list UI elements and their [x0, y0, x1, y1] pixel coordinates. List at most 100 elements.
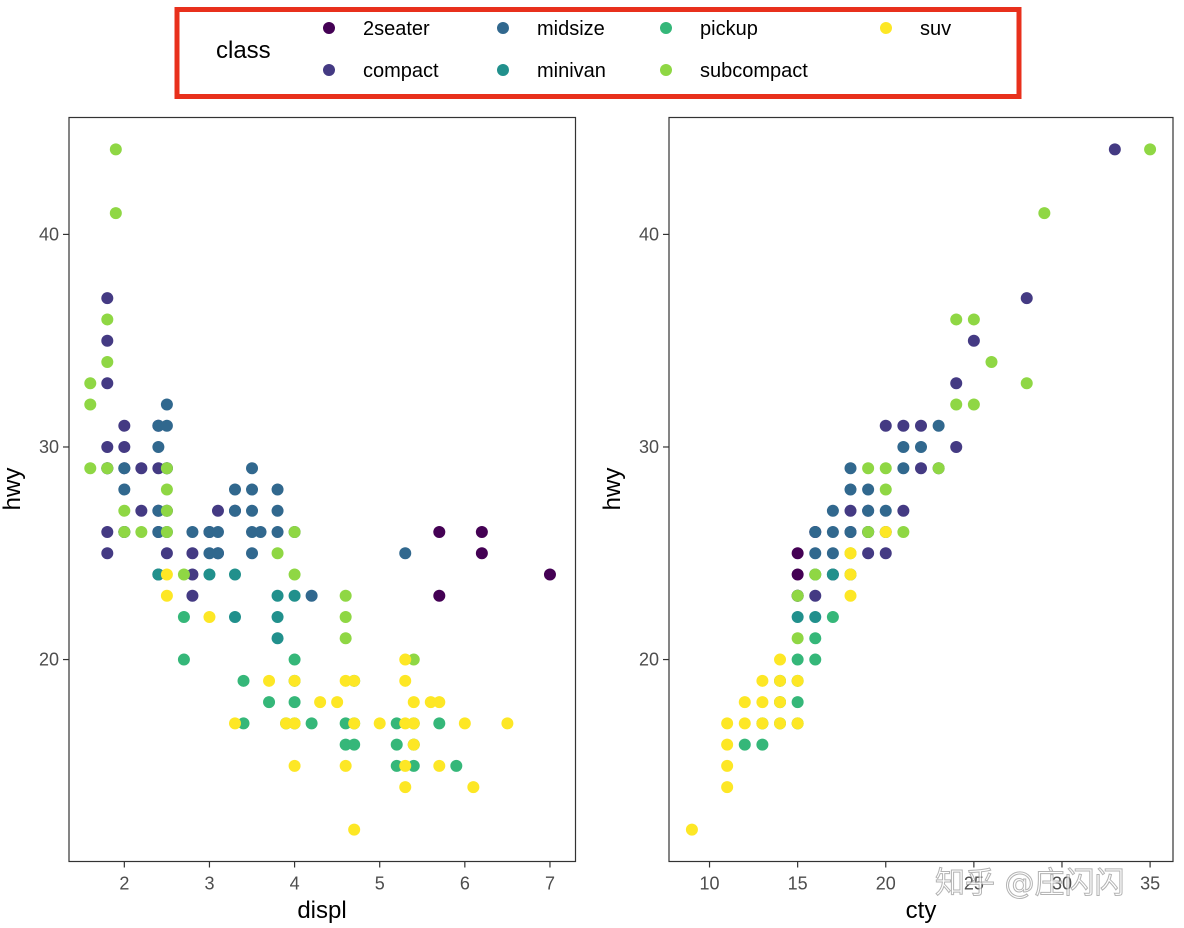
point-2seater — [543, 568, 556, 581]
legend-label-minivan: minivan — [537, 60, 606, 82]
point-pickup — [288, 696, 301, 709]
point-midsize — [246, 504, 259, 517]
point-suv — [160, 568, 173, 581]
y-axis-title: hwy — [0, 468, 26, 511]
legend-entries: 2seater compact midsize minivan pickup subcom… — [323, 18, 951, 82]
point-suv — [339, 674, 352, 687]
x-tick-label: 30 — [1052, 874, 1072, 894]
point-suv — [433, 696, 446, 709]
point-minivan — [826, 568, 839, 581]
point-midsize — [254, 526, 267, 539]
point-compact — [915, 462, 927, 475]
point-minivan — [288, 589, 301, 602]
point-compact — [879, 547, 892, 560]
point-subcompact — [84, 398, 97, 411]
point-midsize — [271, 483, 284, 496]
point-midsize — [246, 462, 259, 475]
legend-title: class — [216, 37, 271, 64]
point-compact — [844, 504, 857, 517]
point-suv — [844, 547, 857, 560]
point-subcompact — [109, 143, 122, 156]
point-suv — [844, 589, 857, 602]
point-pickup — [450, 759, 463, 772]
point-pickup — [237, 717, 250, 730]
x-tick-label: 35 — [1140, 874, 1160, 894]
legend-label-pickup: pickup — [700, 18, 758, 40]
point-suv — [721, 717, 734, 730]
point-midsize — [826, 547, 839, 560]
point-suv — [339, 759, 352, 772]
point-2seater — [475, 526, 488, 539]
panel-displ-vs-hwy: 20 30 40 2 3 4 5 6 7 displ hwy — [0, 116, 577, 924]
point-subcompact — [967, 313, 980, 326]
point-subcompact — [84, 462, 97, 475]
point-midsize — [228, 483, 241, 496]
point-midsize — [826, 526, 839, 539]
point-suv — [721, 759, 734, 772]
point-subcompact — [135, 526, 148, 539]
point-pickup — [305, 717, 318, 730]
point-subcompact — [950, 398, 963, 411]
point-compact — [101, 547, 114, 560]
point-midsize — [844, 483, 857, 496]
point-subcompact — [932, 462, 945, 475]
point-compact — [897, 419, 910, 432]
point-subcompact — [271, 547, 284, 560]
point-compact — [101, 377, 114, 390]
point-midsize — [305, 589, 318, 602]
point-suv — [288, 759, 301, 772]
legend-label-subcompact: subcompact — [700, 60, 808, 82]
x-tick-label: 6 — [460, 874, 470, 894]
legend-key-minivan — [497, 64, 509, 76]
point-midsize — [152, 419, 165, 432]
point-suv — [467, 781, 480, 794]
point-minivan — [809, 611, 822, 624]
point-compact — [186, 568, 199, 581]
point-midsize — [826, 504, 839, 517]
point-midsize — [809, 526, 822, 539]
point-midsize — [862, 483, 875, 496]
point-subcompact — [101, 313, 114, 326]
point-midsize — [862, 504, 875, 517]
point-suv — [407, 738, 420, 751]
point-subcompact — [1038, 207, 1051, 220]
point-pickup — [791, 653, 804, 666]
point-midsize — [118, 462, 131, 475]
point-subcompact — [118, 504, 131, 517]
point-pickup — [826, 611, 839, 624]
y-tick-label: 20 — [39, 650, 59, 670]
y-tick-label: 40 — [39, 224, 59, 244]
point-suv — [288, 717, 301, 730]
point-2seater — [433, 526, 446, 539]
legend-label-suv: suv — [920, 18, 951, 40]
point-midsize — [246, 547, 259, 560]
point-compact — [118, 419, 131, 432]
point-midsize — [844, 526, 857, 539]
x-tick-label: 15 — [788, 874, 808, 894]
point-midsize — [399, 547, 412, 560]
point-compact — [186, 547, 199, 560]
point-suv — [399, 653, 412, 666]
point-midsize — [915, 440, 927, 453]
panel-border — [68, 116, 577, 863]
point-pickup — [390, 738, 403, 751]
point-midsize — [932, 419, 945, 432]
point-suv — [373, 717, 386, 730]
point-suv — [288, 674, 301, 687]
point-suv — [756, 696, 769, 709]
data-points — [685, 143, 1157, 836]
point-suv — [791, 717, 804, 730]
point-midsize — [271, 504, 284, 517]
point-pickup — [288, 653, 301, 666]
point-midsize — [844, 462, 857, 475]
y-axis-ticks: 20 30 40 — [639, 224, 669, 670]
point-pickup — [756, 738, 769, 751]
point-compact — [186, 589, 199, 602]
legend-key-pickup — [660, 22, 672, 34]
point-suv — [228, 717, 241, 730]
point-suv — [348, 674, 361, 687]
data-points — [84, 143, 556, 836]
point-pickup — [177, 653, 190, 666]
point-subcompact — [160, 483, 173, 496]
point-pickup — [407, 759, 420, 772]
